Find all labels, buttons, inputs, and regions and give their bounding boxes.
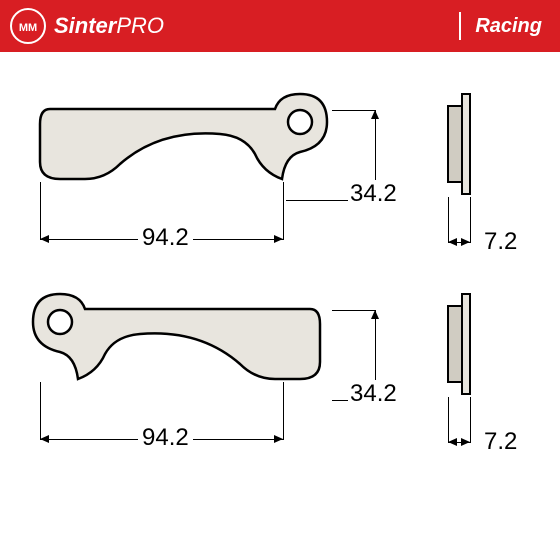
brand-logo-icon: MM	[10, 8, 46, 44]
side-view-top	[440, 92, 482, 202]
header-left: MM SinterPRO	[10, 8, 164, 44]
dim-height-top: 34.2	[348, 180, 399, 208]
header-bar: MM SinterPRO Racing	[0, 0, 560, 52]
svg-text:MM: MM	[19, 22, 37, 34]
brand-bold: Sinter	[54, 13, 116, 38]
dim-thick-bottom: 7.2	[484, 428, 517, 456]
header-right: Racing	[459, 12, 542, 40]
header-divider	[459, 12, 461, 40]
brand-name: SinterPRO	[54, 13, 164, 39]
dim-thick-top: 7.2	[484, 228, 517, 256]
brake-pad-top	[30, 84, 330, 204]
dim-height-bottom: 34.2	[348, 380, 399, 408]
category-label: Racing	[475, 15, 542, 38]
side-view-bottom	[440, 292, 482, 402]
diagram-content: 34.2 94.2 7.2 34.2 94.2 7.2	[0, 52, 560, 560]
brand-light: PRO	[116, 13, 164, 38]
dim-width-bottom: 94.2	[138, 424, 193, 452]
brake-pad-bottom	[30, 284, 330, 404]
dim-width-top: 94.2	[138, 224, 193, 252]
